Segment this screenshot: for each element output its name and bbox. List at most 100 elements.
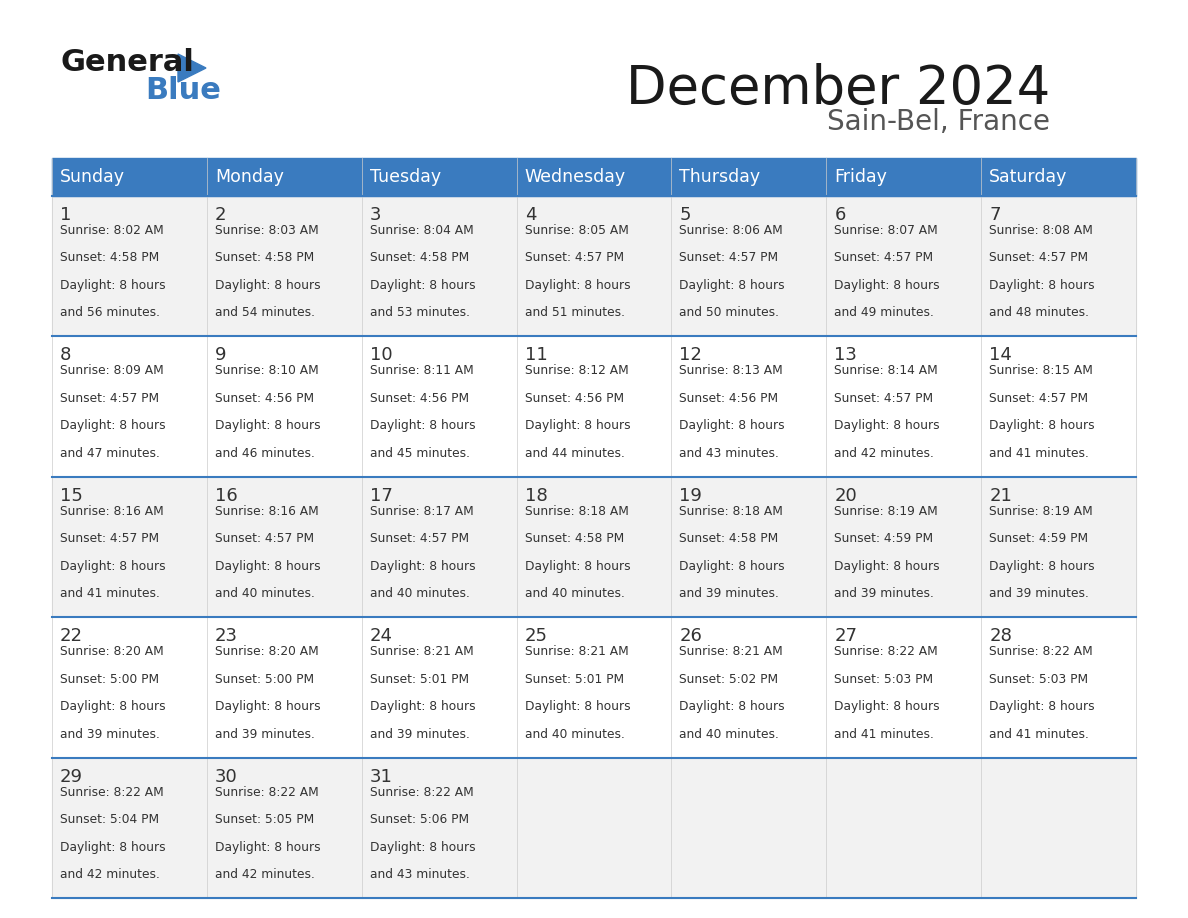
Text: Sunrise: 8:22 AM: Sunrise: 8:22 AM bbox=[834, 645, 939, 658]
Text: Daylight: 8 hours: Daylight: 8 hours bbox=[369, 560, 475, 573]
Text: and 40 minutes.: and 40 minutes. bbox=[525, 728, 625, 741]
Text: Sunset: 5:06 PM: Sunset: 5:06 PM bbox=[369, 813, 469, 826]
Text: Sunrise: 8:10 AM: Sunrise: 8:10 AM bbox=[215, 364, 318, 377]
Text: Daylight: 8 hours: Daylight: 8 hours bbox=[61, 420, 165, 432]
Text: Friday: Friday bbox=[834, 168, 887, 186]
Text: Sunrise: 8:21 AM: Sunrise: 8:21 AM bbox=[369, 645, 474, 658]
Text: Sunset: 4:56 PM: Sunset: 4:56 PM bbox=[680, 392, 778, 405]
Text: Sunrise: 8:22 AM: Sunrise: 8:22 AM bbox=[215, 786, 318, 799]
Text: 7: 7 bbox=[990, 206, 1000, 224]
Text: and 40 minutes.: and 40 minutes. bbox=[369, 588, 469, 600]
Polygon shape bbox=[827, 476, 981, 617]
Text: and 42 minutes.: and 42 minutes. bbox=[215, 868, 315, 881]
Text: Sunset: 4:59 PM: Sunset: 4:59 PM bbox=[990, 532, 1088, 545]
Text: Sunset: 4:57 PM: Sunset: 4:57 PM bbox=[834, 252, 934, 264]
Text: 4: 4 bbox=[525, 206, 536, 224]
Polygon shape bbox=[671, 617, 827, 757]
Text: Sunset: 4:56 PM: Sunset: 4:56 PM bbox=[369, 392, 469, 405]
Text: and 48 minutes.: and 48 minutes. bbox=[990, 307, 1089, 319]
Text: Sunrise: 8:17 AM: Sunrise: 8:17 AM bbox=[369, 505, 474, 518]
Text: Daylight: 8 hours: Daylight: 8 hours bbox=[525, 560, 630, 573]
Text: Sunset: 5:01 PM: Sunset: 5:01 PM bbox=[369, 673, 469, 686]
Text: Sunday: Sunday bbox=[61, 168, 125, 186]
Text: Sunset: 4:58 PM: Sunset: 4:58 PM bbox=[215, 252, 314, 264]
Text: Sunset: 4:57 PM: Sunset: 4:57 PM bbox=[61, 532, 159, 545]
Text: Sunrise: 8:03 AM: Sunrise: 8:03 AM bbox=[215, 224, 318, 237]
Text: Sunset: 4:58 PM: Sunset: 4:58 PM bbox=[680, 532, 778, 545]
Text: 15: 15 bbox=[61, 487, 83, 505]
Text: 24: 24 bbox=[369, 627, 393, 645]
Text: Thursday: Thursday bbox=[680, 168, 760, 186]
Text: Sunset: 4:57 PM: Sunset: 4:57 PM bbox=[215, 532, 314, 545]
Polygon shape bbox=[827, 158, 981, 196]
Text: Sunrise: 8:09 AM: Sunrise: 8:09 AM bbox=[61, 364, 164, 377]
Text: 25: 25 bbox=[525, 627, 548, 645]
Polygon shape bbox=[52, 617, 207, 757]
Text: 18: 18 bbox=[525, 487, 548, 505]
Polygon shape bbox=[517, 336, 671, 476]
Text: Sunset: 4:56 PM: Sunset: 4:56 PM bbox=[525, 392, 624, 405]
Text: Daylight: 8 hours: Daylight: 8 hours bbox=[990, 279, 1095, 292]
Text: and 47 minutes.: and 47 minutes. bbox=[61, 447, 160, 460]
Text: Sunrise: 8:22 AM: Sunrise: 8:22 AM bbox=[61, 786, 164, 799]
Text: Daylight: 8 hours: Daylight: 8 hours bbox=[61, 560, 165, 573]
Text: 2: 2 bbox=[215, 206, 227, 224]
Text: Daylight: 8 hours: Daylight: 8 hours bbox=[215, 841, 321, 854]
Polygon shape bbox=[517, 476, 671, 617]
Text: Sunset: 4:58 PM: Sunset: 4:58 PM bbox=[525, 532, 624, 545]
Polygon shape bbox=[981, 757, 1136, 898]
Text: and 39 minutes.: and 39 minutes. bbox=[215, 728, 315, 741]
Text: 6: 6 bbox=[834, 206, 846, 224]
Polygon shape bbox=[52, 476, 207, 617]
Text: Sunset: 5:02 PM: Sunset: 5:02 PM bbox=[680, 673, 778, 686]
Polygon shape bbox=[52, 757, 207, 898]
Text: Sunrise: 8:22 AM: Sunrise: 8:22 AM bbox=[990, 645, 1093, 658]
Polygon shape bbox=[981, 336, 1136, 476]
Text: Sunrise: 8:19 AM: Sunrise: 8:19 AM bbox=[990, 505, 1093, 518]
Text: Sunrise: 8:19 AM: Sunrise: 8:19 AM bbox=[834, 505, 939, 518]
Polygon shape bbox=[981, 196, 1136, 336]
Polygon shape bbox=[827, 336, 981, 476]
Text: Sunset: 5:03 PM: Sunset: 5:03 PM bbox=[834, 673, 934, 686]
Text: Sunrise: 8:11 AM: Sunrise: 8:11 AM bbox=[369, 364, 474, 377]
Text: Daylight: 8 hours: Daylight: 8 hours bbox=[834, 560, 940, 573]
Text: Monday: Monday bbox=[215, 168, 284, 186]
Polygon shape bbox=[178, 54, 206, 82]
Polygon shape bbox=[517, 757, 671, 898]
Polygon shape bbox=[361, 757, 517, 898]
Polygon shape bbox=[981, 476, 1136, 617]
Text: 17: 17 bbox=[369, 487, 392, 505]
Text: and 40 minutes.: and 40 minutes. bbox=[215, 588, 315, 600]
Polygon shape bbox=[207, 476, 361, 617]
Text: Sunset: 4:57 PM: Sunset: 4:57 PM bbox=[680, 252, 778, 264]
Text: Daylight: 8 hours: Daylight: 8 hours bbox=[369, 279, 475, 292]
Text: 31: 31 bbox=[369, 767, 392, 786]
Text: and 54 minutes.: and 54 minutes. bbox=[215, 307, 315, 319]
Text: and 50 minutes.: and 50 minutes. bbox=[680, 307, 779, 319]
Text: Sunset: 4:57 PM: Sunset: 4:57 PM bbox=[525, 252, 624, 264]
Polygon shape bbox=[981, 158, 1136, 196]
Polygon shape bbox=[671, 158, 827, 196]
Polygon shape bbox=[517, 617, 671, 757]
Text: 22: 22 bbox=[61, 627, 83, 645]
Text: Tuesday: Tuesday bbox=[369, 168, 441, 186]
Text: and 39 minutes.: and 39 minutes. bbox=[990, 588, 1089, 600]
Polygon shape bbox=[517, 196, 671, 336]
Text: and 42 minutes.: and 42 minutes. bbox=[834, 447, 934, 460]
Text: Daylight: 8 hours: Daylight: 8 hours bbox=[990, 700, 1095, 713]
Polygon shape bbox=[671, 336, 827, 476]
Text: Sunrise: 8:08 AM: Sunrise: 8:08 AM bbox=[990, 224, 1093, 237]
Text: Sunset: 4:58 PM: Sunset: 4:58 PM bbox=[61, 252, 159, 264]
Text: Daylight: 8 hours: Daylight: 8 hours bbox=[680, 420, 785, 432]
Text: and 53 minutes.: and 53 minutes. bbox=[369, 307, 469, 319]
Text: Daylight: 8 hours: Daylight: 8 hours bbox=[215, 279, 321, 292]
Text: and 41 minutes.: and 41 minutes. bbox=[834, 728, 934, 741]
Text: Sunrise: 8:05 AM: Sunrise: 8:05 AM bbox=[525, 224, 628, 237]
Text: 3: 3 bbox=[369, 206, 381, 224]
Polygon shape bbox=[981, 617, 1136, 757]
Polygon shape bbox=[517, 158, 671, 196]
Polygon shape bbox=[827, 617, 981, 757]
Text: Sain-Bel, France: Sain-Bel, France bbox=[827, 108, 1050, 136]
Text: 20: 20 bbox=[834, 487, 857, 505]
Text: Daylight: 8 hours: Daylight: 8 hours bbox=[61, 279, 165, 292]
